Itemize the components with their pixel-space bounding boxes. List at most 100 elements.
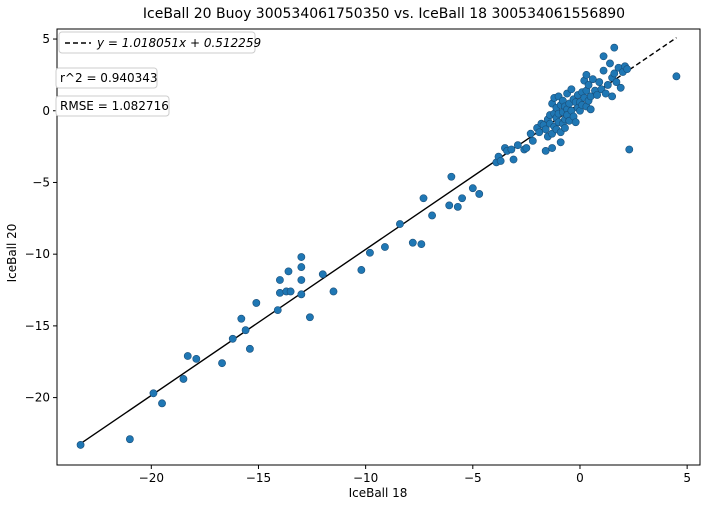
- rmse-annotation: RMSE = 1.082716: [55, 95, 170, 117]
- data-point: [541, 147, 550, 155]
- data-point: [276, 288, 284, 297]
- data-point: [586, 105, 595, 114]
- data-point: [228, 334, 237, 343]
- data-point: [672, 72, 681, 81]
- data-point: [447, 172, 456, 181]
- y-axis: −20 −15 −10 −5 0 5: [25, 32, 57, 405]
- data-point: [588, 75, 597, 84]
- axes-frame: [56, 28, 701, 466]
- x-tick-label: −15: [246, 471, 271, 485]
- y-tick-label: 0: [42, 104, 50, 118]
- data-point: [273, 306, 282, 315]
- x-tick-label: −20: [139, 471, 164, 485]
- y-tick-label: −10: [25, 247, 50, 261]
- y-tick-label: −20: [25, 391, 50, 405]
- rmse-text: RMSE = 1.082716: [60, 99, 169, 113]
- data-point: [366, 248, 374, 257]
- data-point: [306, 313, 314, 322]
- data-point: [445, 201, 454, 210]
- x-tick-label: 5: [683, 471, 691, 485]
- r2-annotation: r^2 = 0.940343: [55, 67, 158, 89]
- data-point: [192, 354, 201, 363]
- legend-fit-label: y = 1.018051x + 0.512259: [96, 36, 261, 50]
- y-tick-label: −5: [32, 175, 50, 189]
- data-point: [419, 194, 428, 203]
- data-point: [218, 359, 226, 368]
- data-point: [556, 138, 565, 147]
- data-point: [528, 136, 537, 145]
- chart-title: IceBall 20 Buoy 300534061750350 vs. IceB…: [143, 6, 625, 22]
- data-point: [606, 59, 614, 68]
- data-point: [417, 240, 426, 249]
- data-point: [625, 145, 634, 154]
- data-point: [610, 43, 619, 52]
- data-point: [453, 202, 462, 211]
- data-point: [252, 299, 261, 307]
- data-point: [603, 81, 612, 89]
- data-point: [601, 89, 610, 98]
- data-point: [567, 85, 576, 94]
- data-point: [408, 238, 417, 247]
- data-point: [582, 70, 591, 79]
- data-point: [297, 290, 306, 299]
- data-point: [286, 287, 295, 296]
- data-point: [612, 78, 621, 86]
- data-point: [535, 128, 544, 137]
- data-point: [396, 220, 404, 228]
- data-point: [599, 66, 608, 75]
- fit-line-solid: [78, 78, 617, 446]
- data-point: [526, 129, 535, 138]
- data-point: [458, 194, 466, 203]
- data-point: [571, 118, 580, 127]
- data-point: [158, 399, 166, 408]
- data-point: [509, 155, 518, 164]
- data-point: [318, 270, 327, 279]
- data-point: [297, 263, 306, 271]
- data-point: [241, 326, 250, 335]
- data-point: [297, 253, 306, 261]
- y-axis-label: IceBall 20: [5, 224, 19, 283]
- data-point: [149, 389, 158, 398]
- data-point: [507, 145, 516, 154]
- rmse-box: [55, 95, 170, 117]
- data-point: [548, 144, 557, 152]
- x-axis-label: IceBall 18: [349, 486, 408, 500]
- legend-box: [58, 31, 256, 54]
- r2-text: r^2 = 0.940343: [60, 71, 158, 85]
- data-point: [381, 243, 389, 251]
- data-point: [610, 69, 619, 78]
- data-point: [428, 211, 436, 220]
- data-point: [284, 267, 293, 276]
- x-tick-label: −10: [353, 471, 378, 485]
- x-axis: −20 −15 −10 −5 0 5: [139, 465, 691, 485]
- data-point: [513, 141, 522, 150]
- data-point: [593, 91, 602, 99]
- x-tick-label: 0: [576, 471, 584, 485]
- data-point: [297, 276, 306, 284]
- data-point: [541, 125, 550, 134]
- r2-box: [55, 67, 158, 89]
- data-point: [183, 352, 192, 360]
- data-point: [522, 144, 531, 152]
- y-tick-label: −15: [25, 319, 50, 333]
- data-point: [561, 124, 569, 132]
- y-tick-label: 5: [42, 32, 50, 46]
- data-point: [599, 52, 608, 61]
- data-point: [179, 375, 188, 383]
- data-points: [76, 43, 681, 449]
- data-point: [468, 184, 477, 193]
- data-point: [475, 190, 484, 198]
- data-point: [125, 435, 134, 444]
- data-point: [623, 65, 632, 74]
- data-point: [357, 266, 366, 274]
- x-tick-label: −5: [464, 471, 482, 485]
- data-point: [329, 287, 338, 296]
- data-point: [496, 157, 505, 165]
- data-point: [237, 314, 246, 323]
- data-point: [616, 83, 625, 92]
- legend: y = 1.018051x + 0.512259: [58, 31, 261, 54]
- data-point: [595, 78, 604, 86]
- data-point: [608, 92, 617, 101]
- data-point: [584, 81, 593, 89]
